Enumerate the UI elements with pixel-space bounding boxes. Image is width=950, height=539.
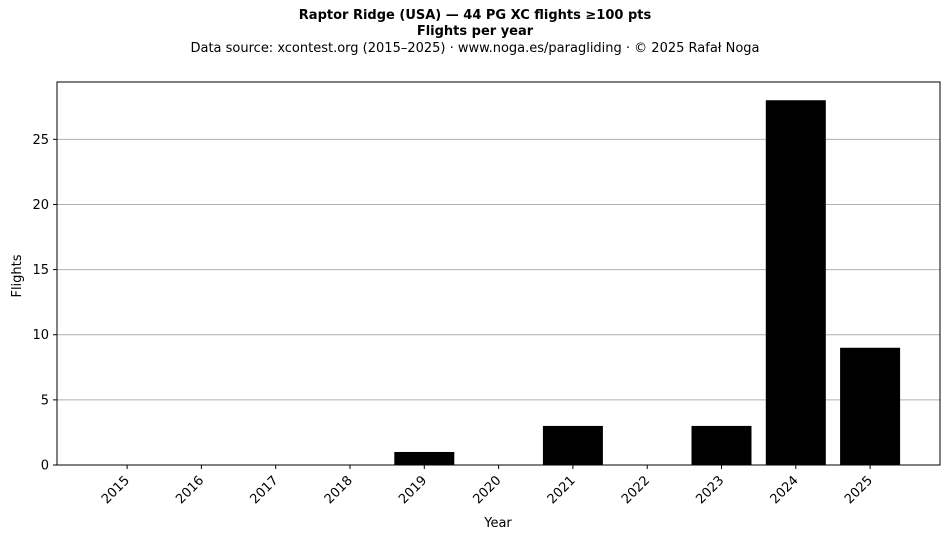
bar-2021 <box>542 425 603 465</box>
y-axis-label: Flights <box>10 254 25 297</box>
bar-2023 <box>691 425 752 465</box>
y-axis: 0 5 10 15 20 25 <box>32 133 57 474</box>
bar-2019 <box>394 451 455 465</box>
chart-titles: Raptor Ridge (USA) — 44 PG XC flights ≥1… <box>0 8 950 57</box>
bars-layer <box>394 100 901 465</box>
x-tick-label: 2024 <box>768 473 802 507</box>
x-tick-label: 2019 <box>396 473 430 507</box>
x-axis-label: Year <box>483 516 512 531</box>
y-tick-label: 20 <box>32 198 49 213</box>
y-tick-label: 10 <box>32 328 49 343</box>
x-tick-label: 2016 <box>173 473 207 507</box>
y-tick-label: 15 <box>32 263 49 278</box>
x-axis: 2015 2016 2017 2018 2019 2020 2021 2022 2023 2024… <box>99 465 876 507</box>
source-line: Data source: xcontest.org (2015–2025) · … <box>190 41 760 56</box>
y-tick-label: 5 <box>41 393 49 408</box>
x-tick-label: 2020 <box>470 473 504 507</box>
bar-2025 <box>840 347 901 465</box>
chart-subtitle: Flights per year <box>416 24 534 39</box>
y-tick-label: 0 <box>41 459 49 474</box>
bar-2024 <box>765 100 826 465</box>
x-tick-label: 2017 <box>248 473 282 507</box>
x-tick-label: 2021 <box>545 473 579 507</box>
chart-title: Raptor Ridge (USA) — 44 PG XC flights ≥1… <box>298 8 652 23</box>
x-tick-label: 2022 <box>619 473 653 507</box>
x-tick-label: 2023 <box>693 473 727 507</box>
y-tick-label: 25 <box>32 133 49 148</box>
x-tick-label: 2015 <box>99 473 133 507</box>
x-tick-label: 2018 <box>322 473 356 507</box>
x-tick-label: 2025 <box>842 473 876 507</box>
